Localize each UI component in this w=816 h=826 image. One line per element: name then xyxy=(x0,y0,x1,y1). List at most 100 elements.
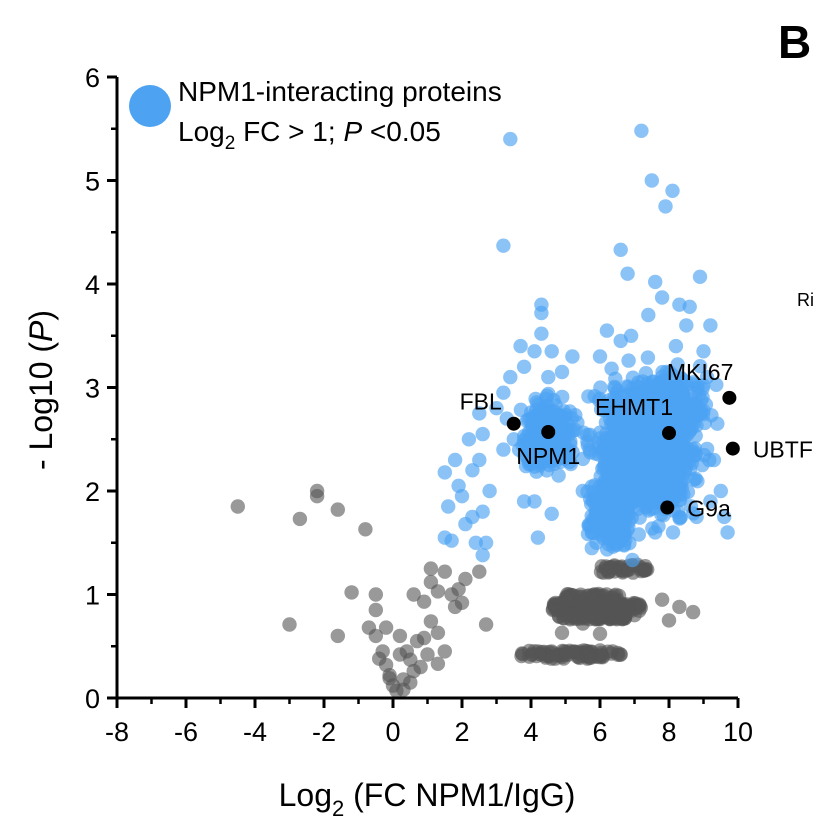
significant-point xyxy=(534,305,549,321)
nonsignificant-point xyxy=(403,675,418,690)
significant-point xyxy=(527,494,542,509)
significant-point xyxy=(710,416,725,431)
nonsignificant-point xyxy=(548,651,563,666)
adjacent-panel-fragment: Ri xyxy=(797,290,814,310)
y-ticks: 0 1 2 3 4 5 6 xyxy=(85,63,117,714)
significant-point xyxy=(556,442,571,458)
nonsignificant-point xyxy=(368,602,383,618)
nonsignificant-point xyxy=(451,582,466,597)
significant-point xyxy=(447,452,463,468)
significant-point xyxy=(441,499,456,514)
significant-point xyxy=(665,183,680,198)
significant-point xyxy=(631,458,646,473)
significant-point xyxy=(461,432,477,447)
significant-point xyxy=(551,468,566,483)
x-tick-label: -4 xyxy=(243,717,267,747)
significant-point xyxy=(656,373,671,388)
significant-point xyxy=(682,299,697,314)
significant-point xyxy=(496,385,511,400)
significant-point xyxy=(628,387,643,403)
significant-point xyxy=(679,318,694,333)
nonsignificant-point xyxy=(556,611,572,626)
significant-point xyxy=(544,506,559,521)
significant-point xyxy=(444,533,459,548)
significant-point xyxy=(686,377,701,392)
nonsignificant-point xyxy=(472,564,487,579)
x-tick-label: 6 xyxy=(592,717,607,747)
significant-point xyxy=(648,525,663,540)
significant-point xyxy=(672,510,687,525)
significant-point xyxy=(675,473,690,488)
nonsignificant-point xyxy=(598,561,613,576)
y-tick-label: 0 xyxy=(85,684,100,714)
nonsignificant-point xyxy=(561,647,576,662)
nonsignificant-point xyxy=(416,594,432,609)
highlighted-point xyxy=(722,390,737,405)
significant-point xyxy=(641,307,656,323)
x-axis-title: Log2 (FC NPM1/IgG) xyxy=(279,777,576,821)
significant-point xyxy=(703,494,718,509)
significant-point xyxy=(646,494,661,509)
significant-point xyxy=(713,483,728,499)
significant-point xyxy=(656,448,672,463)
x-tick-label: -8 xyxy=(105,717,129,747)
significant-point xyxy=(688,471,703,486)
significant-point xyxy=(541,369,556,385)
significant-point xyxy=(458,516,473,532)
significant-point xyxy=(699,441,715,457)
legend-marker xyxy=(129,85,171,127)
significant-point xyxy=(623,328,639,343)
nonsignificant-point xyxy=(654,592,670,607)
significant-point xyxy=(671,396,686,412)
nonsignificant-point xyxy=(612,562,628,578)
significant-point xyxy=(692,269,708,284)
nonsignificant-point xyxy=(547,597,563,613)
significant-point xyxy=(533,411,548,427)
nonsignificant-point xyxy=(368,628,383,644)
significant-point xyxy=(613,454,629,469)
significant-point xyxy=(686,396,701,411)
nonsignificant-point xyxy=(575,616,590,631)
legend-line-1: NPM1-interacting proteins xyxy=(178,76,502,107)
axes: -8 -6 -4 -2 0 2 4 6 8 10 0 1 2 3 4 5 6 xyxy=(85,63,753,747)
significant-point xyxy=(658,199,673,214)
significant-point xyxy=(534,326,549,341)
significant-point xyxy=(596,460,611,475)
significant-point xyxy=(513,338,528,354)
annotation-label: FBL xyxy=(460,389,502,415)
significant-point xyxy=(699,369,715,385)
highlighted-point xyxy=(660,500,675,515)
significant-point xyxy=(506,432,521,447)
nonsignificant-point xyxy=(309,483,325,499)
significant-point xyxy=(565,349,580,364)
nonsignificant-point xyxy=(602,607,617,622)
significant-point xyxy=(503,369,518,385)
significant-point xyxy=(589,535,604,550)
significant-point xyxy=(472,406,487,421)
significant-point xyxy=(605,416,620,431)
significant-point xyxy=(601,393,616,408)
y-tick-label: 1 xyxy=(85,581,100,611)
nonsignificant-point xyxy=(378,620,394,635)
significant-point xyxy=(564,411,579,426)
significant-point xyxy=(543,404,558,419)
y-tick-label: 5 xyxy=(85,167,100,197)
significant-point xyxy=(516,359,532,374)
significant-point xyxy=(482,483,497,499)
significant-point xyxy=(575,483,590,499)
nonsignificant-point xyxy=(595,592,611,607)
significant-point xyxy=(593,380,608,395)
y-tick-label: 4 xyxy=(85,270,100,300)
significant-point xyxy=(454,489,470,504)
significant-point xyxy=(521,452,536,468)
significant-point xyxy=(629,421,644,436)
significant-point xyxy=(520,437,535,452)
significant-point xyxy=(475,426,490,442)
nonsignificant-point xyxy=(554,625,570,640)
x-ticks: -8 -6 -4 -2 0 2 4 6 8 10 xyxy=(105,698,753,747)
significant-point xyxy=(634,123,649,138)
x-tick-label: 8 xyxy=(661,717,676,747)
nonsignificant-point xyxy=(375,644,390,659)
y-tick-label: 3 xyxy=(85,374,100,404)
